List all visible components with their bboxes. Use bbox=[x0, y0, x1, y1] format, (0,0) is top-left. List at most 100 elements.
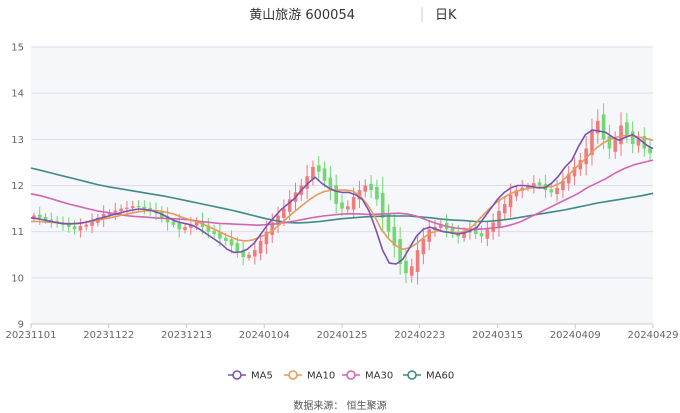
x-tick-label: 20231122 bbox=[83, 330, 134, 341]
y-tick-label: 14 bbox=[11, 89, 24, 100]
candle-body bbox=[130, 206, 135, 209]
candle-body bbox=[502, 203, 507, 214]
candle-body bbox=[32, 215, 36, 219]
candle-body bbox=[625, 122, 629, 135]
candle-body bbox=[311, 167, 315, 180]
x-tick-label: 20231101 bbox=[6, 330, 57, 341]
candle-body bbox=[450, 227, 455, 234]
candle-body bbox=[334, 185, 338, 204]
candle-body bbox=[183, 227, 187, 231]
candle-body bbox=[189, 224, 193, 228]
x-tick-label: 20240409 bbox=[550, 330, 601, 341]
legend-marker bbox=[407, 370, 417, 380]
candle-body bbox=[462, 231, 466, 238]
candle-body bbox=[171, 221, 176, 225]
candle-body bbox=[229, 239, 234, 246]
x-tick-label: 20240223 bbox=[394, 330, 445, 341]
candle-body bbox=[264, 231, 269, 245]
candle-body bbox=[439, 224, 443, 228]
candle-body bbox=[619, 125, 623, 145]
candle-body bbox=[84, 224, 89, 227]
candle-body bbox=[78, 226, 83, 231]
legend-item-ma5[interactable]: MA5 bbox=[228, 370, 273, 382]
legend-item-ma30[interactable]: MA30 bbox=[342, 370, 393, 382]
candle-body bbox=[136, 205, 141, 208]
candle-body bbox=[206, 225, 211, 232]
candle-body bbox=[404, 260, 408, 274]
candle-body bbox=[561, 180, 565, 191]
candle-body bbox=[526, 185, 530, 189]
legend-label: MA5 bbox=[251, 371, 273, 382]
candle-body bbox=[555, 187, 559, 195]
candle-body bbox=[648, 146, 652, 154]
candle-body bbox=[392, 226, 397, 246]
y-tick-label: 10 bbox=[11, 273, 24, 284]
candle-body bbox=[346, 206, 350, 210]
candle-body bbox=[607, 136, 612, 149]
candle-body bbox=[380, 192, 385, 218]
ma10-line bbox=[31, 134, 654, 250]
candle-body bbox=[636, 139, 641, 146]
candle-body bbox=[409, 266, 414, 276]
candle-body bbox=[223, 237, 228, 241]
legend-label: MA60 bbox=[426, 371, 454, 382]
candle-body bbox=[340, 202, 344, 209]
candle-body bbox=[398, 239, 402, 264]
candle-body bbox=[479, 233, 484, 237]
candle-body bbox=[549, 189, 554, 193]
y-tick-label: 15 bbox=[11, 43, 24, 54]
candle-body bbox=[287, 199, 292, 212]
candle-body bbox=[270, 222, 275, 235]
candle-body bbox=[473, 227, 478, 234]
candle-body bbox=[572, 167, 577, 177]
y-axis: 9 10 11 12 13 14 15 bbox=[11, 43, 24, 331]
candle-body bbox=[497, 210, 501, 227]
candle-body bbox=[363, 185, 368, 192]
candle-body bbox=[165, 216, 170, 223]
legend[interactable]: MA5 MA10 MA30 MA60 bbox=[228, 370, 454, 382]
candle-body bbox=[485, 229, 490, 239]
candle-body bbox=[113, 210, 118, 213]
candle-body bbox=[177, 223, 182, 230]
candle-body bbox=[66, 223, 71, 228]
candle-body bbox=[37, 214, 42, 218]
y-tick-label: 11 bbox=[11, 227, 24, 238]
candle-body bbox=[247, 254, 251, 258]
candle-body bbox=[595, 120, 600, 134]
candle-body bbox=[90, 221, 94, 226]
candle-body bbox=[276, 215, 280, 225]
y-tick-label: 12 bbox=[11, 181, 24, 192]
ma5-line bbox=[30, 129, 654, 265]
candle-body bbox=[613, 139, 618, 152]
candle-body bbox=[253, 250, 257, 257]
candle-body bbox=[427, 229, 431, 242]
candle-body bbox=[218, 232, 222, 239]
candle-body bbox=[119, 208, 123, 212]
chart-header: 黄山旅游 600054 日K bbox=[249, 7, 457, 23]
legend-label: MA30 bbox=[365, 371, 393, 382]
legend-marker bbox=[346, 370, 356, 380]
legend-item-ma10[interactable]: MA10 bbox=[284, 370, 335, 382]
legend-marker bbox=[232, 370, 242, 380]
candle-body bbox=[491, 222, 495, 232]
ma60-line bbox=[30, 167, 654, 224]
ma30-line bbox=[30, 159, 654, 231]
candle-body bbox=[305, 176, 309, 189]
candle-body bbox=[43, 217, 48, 221]
candle-body bbox=[537, 182, 542, 186]
candle-body bbox=[322, 168, 327, 181]
data-source: 数据来源： 恒生聚源 bbox=[293, 399, 386, 412]
candle-body bbox=[258, 240, 263, 254]
candle-body bbox=[386, 212, 391, 232]
x-tick-label: 20240315 bbox=[472, 330, 523, 341]
candle-body bbox=[72, 226, 77, 230]
candle-body bbox=[532, 183, 536, 187]
legend-item-ma60[interactable]: MA60 bbox=[403, 370, 454, 382]
candle-body bbox=[630, 131, 635, 144]
candle-body bbox=[148, 207, 152, 211]
stock-name: 黄山旅游 600054 bbox=[249, 8, 355, 23]
candle-body bbox=[421, 238, 426, 255]
candle-body bbox=[351, 197, 356, 210]
x-axis: 20231101 20231122 20231213 20240104 20240125… bbox=[6, 323, 678, 341]
